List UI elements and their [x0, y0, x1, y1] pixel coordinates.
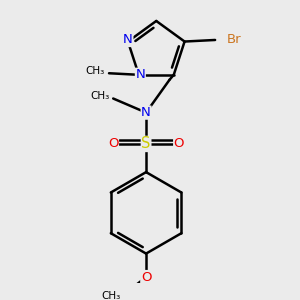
Text: N: N — [123, 34, 133, 46]
Text: CH₃: CH₃ — [85, 66, 104, 76]
Text: O: O — [108, 137, 119, 150]
Text: O: O — [174, 137, 184, 150]
Text: O: O — [141, 271, 151, 284]
Text: Br: Br — [227, 34, 242, 46]
Text: CH₃: CH₃ — [90, 91, 109, 101]
Text: N: N — [141, 106, 151, 119]
Text: S: S — [141, 136, 151, 152]
Text: N: N — [136, 68, 145, 81]
Text: CH₃: CH₃ — [101, 291, 120, 300]
